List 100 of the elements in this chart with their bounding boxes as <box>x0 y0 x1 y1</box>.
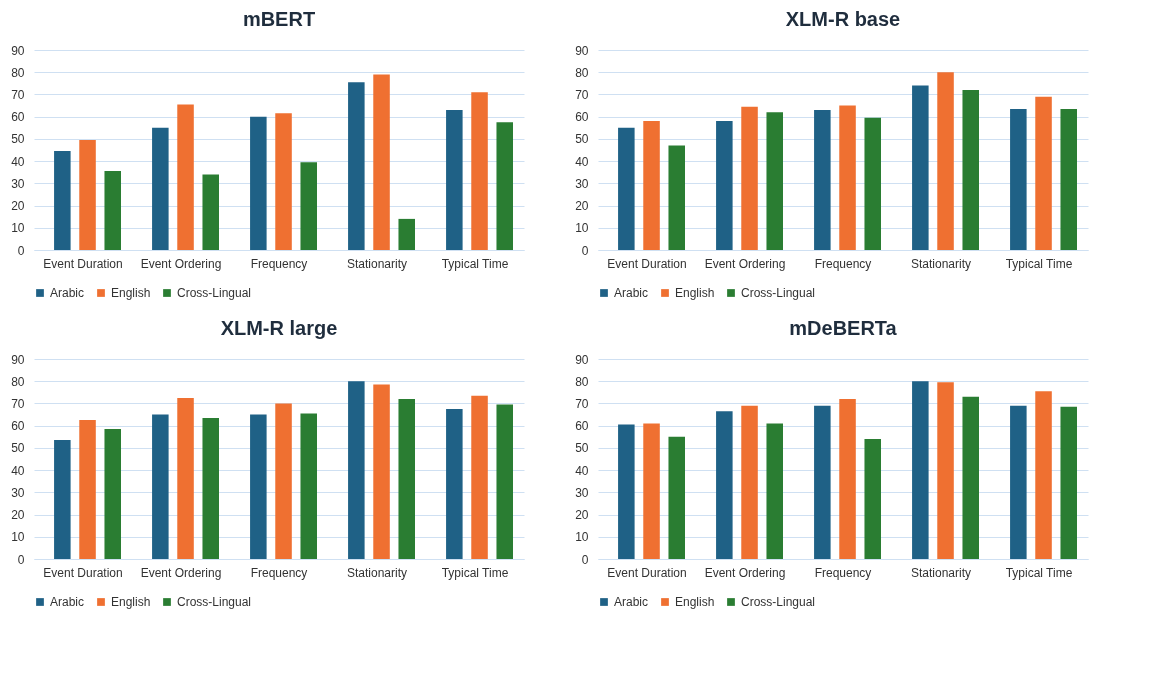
x-tick-label: Stationarity <box>910 256 972 271</box>
bar <box>152 414 169 559</box>
x-tick-label: Event Ordering <box>704 565 786 580</box>
bar <box>471 395 488 559</box>
y-tick-label: 40 <box>11 463 25 478</box>
bar <box>912 85 929 250</box>
y-tick-label: 20 <box>11 508 25 523</box>
bar <box>177 397 194 559</box>
bar <box>814 110 831 250</box>
y-tick-label: 40 <box>11 154 25 169</box>
y-tick-label: 80 <box>11 374 25 389</box>
y-tick-label: 90 <box>575 43 589 58</box>
legend-label: English <box>111 595 151 609</box>
y-tick-label: 70 <box>11 87 25 102</box>
legend-label: Arabic <box>614 286 649 300</box>
y-tick-label: 70 <box>575 396 589 411</box>
y-tick-label: 30 <box>11 485 25 500</box>
y-tick-label: 20 <box>11 199 25 214</box>
bar <box>54 440 71 559</box>
y-tick-label: 40 <box>575 463 589 478</box>
bar <box>1010 405 1027 559</box>
bar <box>839 105 856 250</box>
bar <box>275 113 292 250</box>
y-tick-label: 80 <box>575 374 589 389</box>
y-tick-label: 60 <box>11 110 25 125</box>
y-tick-label: 90 <box>575 352 589 367</box>
chart-title: mDeBERTa <box>789 317 898 339</box>
bar <box>741 405 758 559</box>
y-tick-label: 10 <box>11 530 25 545</box>
bar <box>1035 391 1052 559</box>
bar <box>398 399 415 559</box>
bar <box>496 122 513 250</box>
y-tick-label: 90 <box>11 352 25 367</box>
x-tick-label: Stationarity <box>346 565 408 580</box>
bar <box>250 414 267 559</box>
chart-title: XLM-R base <box>785 8 901 30</box>
x-tick-label: Typical Time <box>1005 565 1073 580</box>
bar <box>1010 108 1027 250</box>
bar <box>741 106 758 250</box>
x-tick-label: Stationarity <box>346 256 408 271</box>
y-tick-label: 0 <box>17 552 25 567</box>
y-tick-label: 20 <box>575 508 589 523</box>
y-tick-label: 60 <box>575 110 589 125</box>
bar <box>79 420 96 559</box>
bar <box>152 127 169 250</box>
bar <box>54 151 71 250</box>
bar <box>962 396 979 559</box>
legend-label: Cross-Lingual <box>741 595 816 609</box>
x-tick-label: Typical Time <box>1005 256 1073 271</box>
bar <box>300 413 317 559</box>
bar <box>766 112 783 250</box>
x-tick-label: Event Duration <box>43 565 123 580</box>
bar <box>814 405 831 559</box>
bar <box>912 381 929 559</box>
y-tick-label: 60 <box>575 419 589 434</box>
legend-label: Arabic <box>50 595 85 609</box>
y-tick-label: 60 <box>11 419 25 434</box>
bar <box>446 110 463 250</box>
bar <box>864 439 881 559</box>
legend-label: Cross-Lingual <box>177 286 252 300</box>
bar <box>104 171 121 250</box>
x-tick-label: Frequency <box>250 256 308 271</box>
chart-title: XLM-R large <box>220 317 338 339</box>
y-tick-label: 10 <box>575 530 589 545</box>
legend-label: Arabic <box>614 595 649 609</box>
y-tick-label: 50 <box>11 441 25 456</box>
bar <box>937 72 954 250</box>
legend-label: English <box>675 595 715 609</box>
x-tick-label: Frequency <box>814 256 872 271</box>
x-tick-label: Event Duration <box>43 256 123 271</box>
bar <box>300 162 317 250</box>
y-tick-label: 10 <box>575 221 589 236</box>
bar <box>275 403 292 559</box>
x-tick-label: Event Duration <box>607 565 687 580</box>
bar <box>1035 96 1052 250</box>
bar <box>250 116 267 250</box>
legend-label: Cross-Lingual <box>177 595 252 609</box>
x-tick-label: Event Duration <box>607 256 687 271</box>
y-tick-label: 80 <box>575 65 589 80</box>
bar <box>716 411 733 559</box>
y-tick-label: 50 <box>575 441 589 456</box>
bar <box>177 104 194 250</box>
y-tick-label: 10 <box>11 221 25 236</box>
bar <box>668 145 685 250</box>
y-tick-label: 80 <box>11 65 25 80</box>
y-tick-label: 30 <box>575 485 589 500</box>
bar <box>766 423 783 559</box>
y-tick-label: 30 <box>575 176 589 191</box>
bar <box>348 381 365 559</box>
bar <box>348 82 365 250</box>
bar <box>643 423 660 559</box>
bar <box>618 424 635 559</box>
y-tick-label: 50 <box>575 132 589 147</box>
bar <box>716 121 733 250</box>
bar <box>398 218 415 250</box>
y-tick-label: 40 <box>575 154 589 169</box>
bar <box>1060 108 1077 250</box>
bar <box>471 92 488 250</box>
bar <box>668 436 685 559</box>
y-tick-label: 0 <box>581 552 589 567</box>
